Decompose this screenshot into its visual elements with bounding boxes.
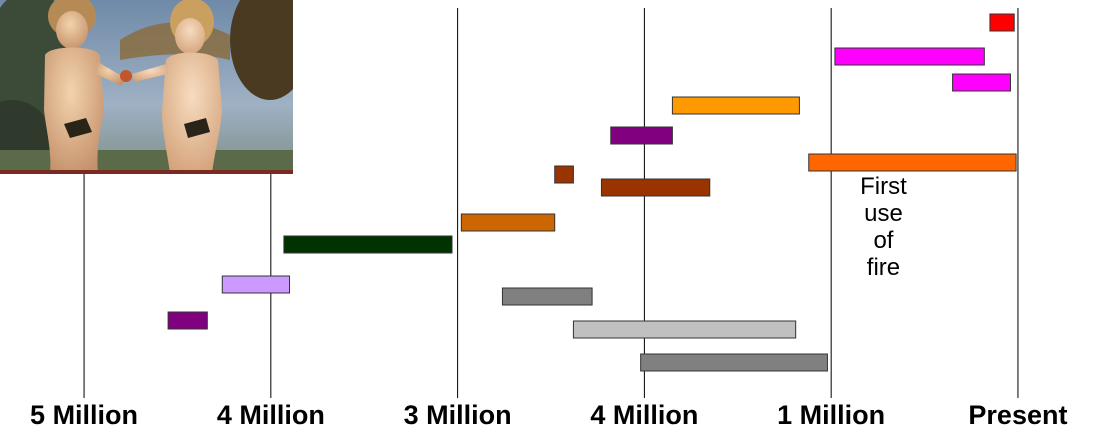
- range-bar: [671, 96, 800, 115]
- x-tick-label: 4 Million: [590, 400, 698, 430]
- range-bar: [834, 47, 985, 66]
- range-bar: [610, 126, 673, 145]
- adam-and-eve-painting: [0, 0, 293, 174]
- x-tick-label: 3 Million: [404, 400, 512, 430]
- range-bar: [572, 320, 797, 339]
- x-tick-label: 5 Million: [30, 400, 138, 430]
- first-use-of-fire-annotation: First use of fire: [860, 173, 907, 281]
- x-axis-tick-labels: 5 Million 4 Million 3 Million 4 Million 1 Mi…: [30, 400, 1067, 430]
- range-bar: [952, 73, 1011, 92]
- range-bar: [554, 165, 574, 184]
- range-bar: [808, 153, 1017, 172]
- x-tick-label: Present: [968, 400, 1067, 430]
- range-bar: [460, 213, 556, 232]
- range-bar: [167, 311, 208, 330]
- range-bar: [501, 287, 593, 306]
- annotations: First use of fire: [860, 173, 907, 281]
- x-tick-label: 1 Million: [777, 400, 885, 430]
- range-bar: [283, 235, 453, 254]
- range-bar: [221, 275, 291, 294]
- range-bar: [989, 13, 1015, 32]
- x-tick-label: 4 Million: [217, 400, 325, 430]
- range-bar: [640, 353, 828, 372]
- range-bars: [167, 13, 1017, 372]
- range-bar: [600, 178, 711, 197]
